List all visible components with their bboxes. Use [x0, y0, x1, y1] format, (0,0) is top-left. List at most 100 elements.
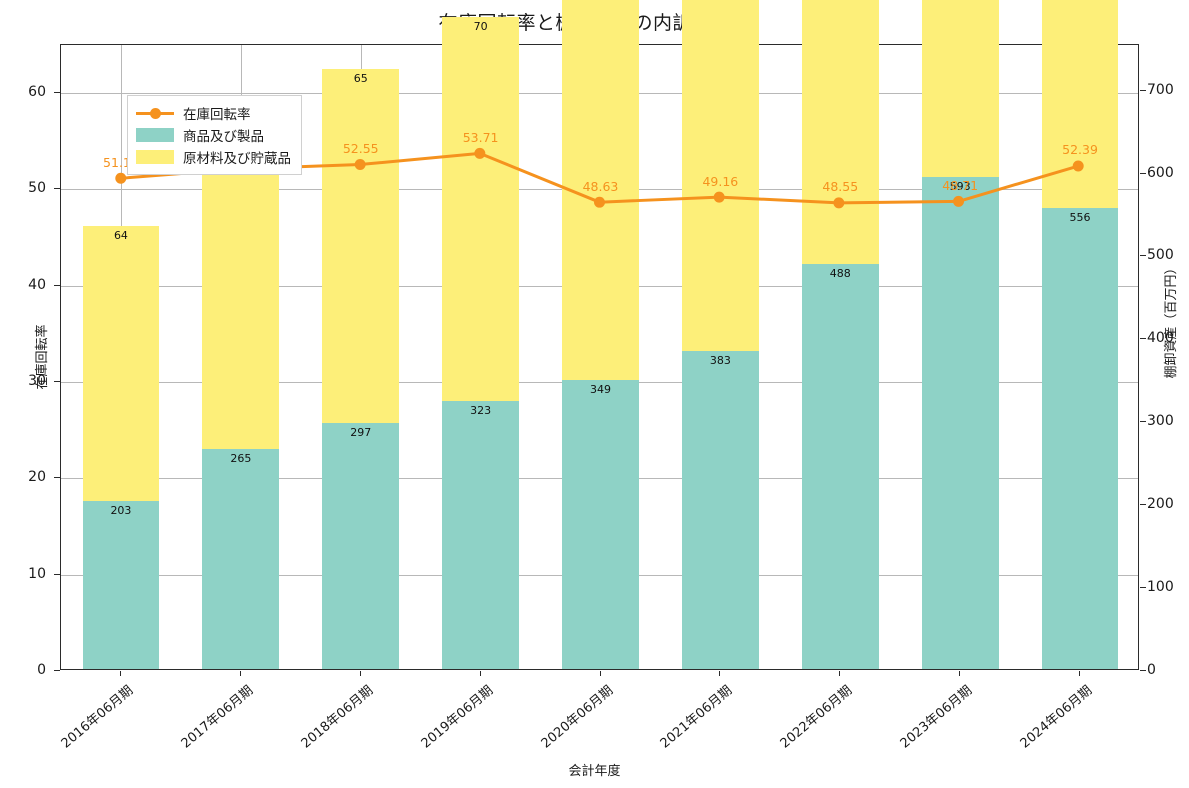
y-axis-left-tick-mark: [54, 381, 60, 383]
bar-segment-yellow[interactable]: 70: [442, 17, 519, 402]
y-axis-right-tick-mark: [1140, 89, 1146, 91]
plot-area: 2036426559297653237034978383814889759313…: [60, 0, 1139, 670]
y-axis-right-tick-label: 600: [1147, 164, 1174, 181]
bar-group[interactable]: 323 70: [442, 17, 519, 669]
line-marker-icon: [136, 106, 174, 120]
bar-value-label: 556: [1069, 211, 1091, 224]
line-marker[interactable]: [594, 196, 605, 208]
bar-segment-teal[interactable]: 265: [202, 449, 280, 669]
bar-value-label: 297: [350, 425, 372, 439]
legend-label-1: 商品及び製品: [183, 129, 264, 145]
line-value-label: 52.39: [1062, 142, 1098, 158]
bar-group[interactable]: 26559: [202, 131, 280, 669]
y-axis-left-tick-mark: [54, 188, 60, 190]
line-value-label: 48.55: [822, 179, 859, 195]
y-axis-right-tick-mark: [1140, 421, 1146, 423]
y-axis-right-tick-mark: [1140, 504, 1146, 506]
y-axis-left-tick-label: 0: [37, 662, 46, 678]
bar-group[interactable]: 38381: [682, 0, 759, 669]
bar-value-label: 349: [589, 382, 611, 396]
line-value-label: 48.71: [942, 177, 979, 193]
bar-group[interactable]: 203 64: [82, 226, 160, 669]
legend-label-0: 在庫回転率: [183, 107, 251, 123]
bar-value-label: 65: [353, 71, 368, 85]
bar-segment-teal[interactable]: 556: [1041, 208, 1119, 669]
y-axis-right-tick-label: 500: [1147, 247, 1174, 264]
y-axis-right-title: 棚卸資産（百万円）: [1164, 261, 1179, 379]
bar-value-label: 265: [230, 452, 252, 466]
bar-segment-teal[interactable]: 488: [801, 264, 879, 669]
bar-segment-teal[interactable]: 203: [82, 500, 160, 669]
bar-group[interactable]: 556126: [1041, 0, 1119, 669]
x-axis-tick-mark: [839, 671, 841, 676]
bar-segment-yellow[interactable]: 81: [682, 0, 759, 352]
y-axis-left-tick-label: 50: [28, 180, 46, 197]
bar-segment-yellow[interactable]: 65: [322, 68, 400, 423]
legend-item-teal[interactable]: 商品及び製品: [136, 124, 291, 146]
line-marker[interactable]: [115, 172, 127, 184]
bar-group[interactable]: 593138: [921, 0, 999, 669]
line-marker[interactable]: [1072, 160, 1084, 172]
y-axis-left-tick-label: 60: [28, 84, 46, 101]
legend-item-yellow[interactable]: 原材料及び貯蔵品: [136, 146, 291, 168]
y-axis-right-tick-mark: [1140, 172, 1146, 174]
y-axis-left-title: 在庫回転率: [35, 324, 51, 390]
bar-value-label: 203: [110, 503, 132, 517]
x-axis-tick-mark: [1079, 671, 1081, 676]
x-axis-tick-label: 2022年06月期: [777, 683, 856, 752]
line-marker[interactable]: [474, 147, 486, 159]
bar-segment-teal[interactable]: 297: [322, 422, 400, 669]
x-axis-tick-mark: [359, 671, 361, 676]
y-axis-right-tick-label: 300: [1147, 413, 1174, 430]
x-axis-tick-mark: [239, 671, 241, 676]
bar-value-label: 323: [470, 404, 492, 418]
line-marker[interactable]: [713, 191, 725, 203]
x-axis-tick-label: 2020年06月期: [538, 683, 616, 752]
x-axis-tick-label: 2018年06月期: [298, 683, 376, 752]
legend-label-2: 原材料及び貯蔵品: [183, 151, 291, 167]
bar-segment-teal[interactable]: 593: [921, 177, 999, 669]
bar-value-label: 383: [709, 354, 731, 368]
bar-group[interactable]: 297 65: [322, 68, 400, 669]
x-axis-tick-mark: [959, 671, 961, 676]
swatch-teal-icon: [136, 128, 174, 142]
line-value-label: 49.16: [702, 173, 739, 189]
bar-value-label: 64: [113, 229, 128, 243]
y-axis-left-tick-label: 40: [28, 276, 46, 293]
x-axis-tick-label: 2017年06月期: [178, 683, 257, 752]
y-axis-right-tick-label: 100: [1147, 579, 1174, 596]
line-value-label: 48.63: [582, 178, 619, 194]
x-axis-tick-mark: [599, 671, 601, 676]
bar-value-label: 488: [829, 267, 851, 281]
y-axis-right-tick-mark: [1140, 670, 1146, 671]
bar-segment-yellow[interactable]: 64: [82, 226, 160, 501]
bar-segment-teal[interactable]: 323: [442, 401, 519, 669]
chart-legend[interactable]: 在庫回転率 商品及び製品 原材料及び貯蔵品: [127, 95, 302, 175]
y-axis-left-tick-mark: [54, 92, 60, 94]
line-marker[interactable]: [354, 159, 366, 170]
bar-segment-teal[interactable]: 383: [682, 351, 759, 669]
y-axis-right-tick-mark: [1140, 255, 1146, 257]
y-axis-right-tick-label: 400: [1147, 330, 1174, 347]
legend-item-line[interactable]: 在庫回転率: [136, 102, 291, 124]
x-axis-tick-mark: [119, 671, 121, 676]
bar-segment-yellow[interactable]: 138: [921, 0, 999, 178]
x-axis-tick-mark: [719, 671, 721, 676]
x-axis-tick-label: 2016年06月期: [58, 683, 137, 752]
y-axis-left-tick-label: 20: [28, 469, 46, 486]
line-marker[interactable]: [953, 195, 965, 207]
bar-value-label: 593: [949, 180, 971, 194]
y-axis-right-tick-label: 0: [1147, 662, 1156, 678]
bar-segment-yellow[interactable]: 78: [562, 0, 639, 380]
bar-segment-teal[interactable]: 349: [562, 379, 639, 669]
x-axis-tick-label: 2024年06月期: [1017, 683, 1096, 752]
bar-group[interactable]: 34978: [562, 0, 639, 669]
y-axis-left-tick-mark: [54, 284, 60, 286]
y-axis-left-tick-mark: [54, 670, 60, 671]
bar-group[interactable]: 48897: [801, 0, 879, 669]
x-axis-tick-label: 2023年06月期: [897, 683, 976, 752]
y-axis-right-tick-label: 700: [1147, 81, 1174, 98]
line-marker[interactable]: [833, 197, 845, 209]
bar-segment-yellow[interactable]: 97: [801, 0, 879, 265]
